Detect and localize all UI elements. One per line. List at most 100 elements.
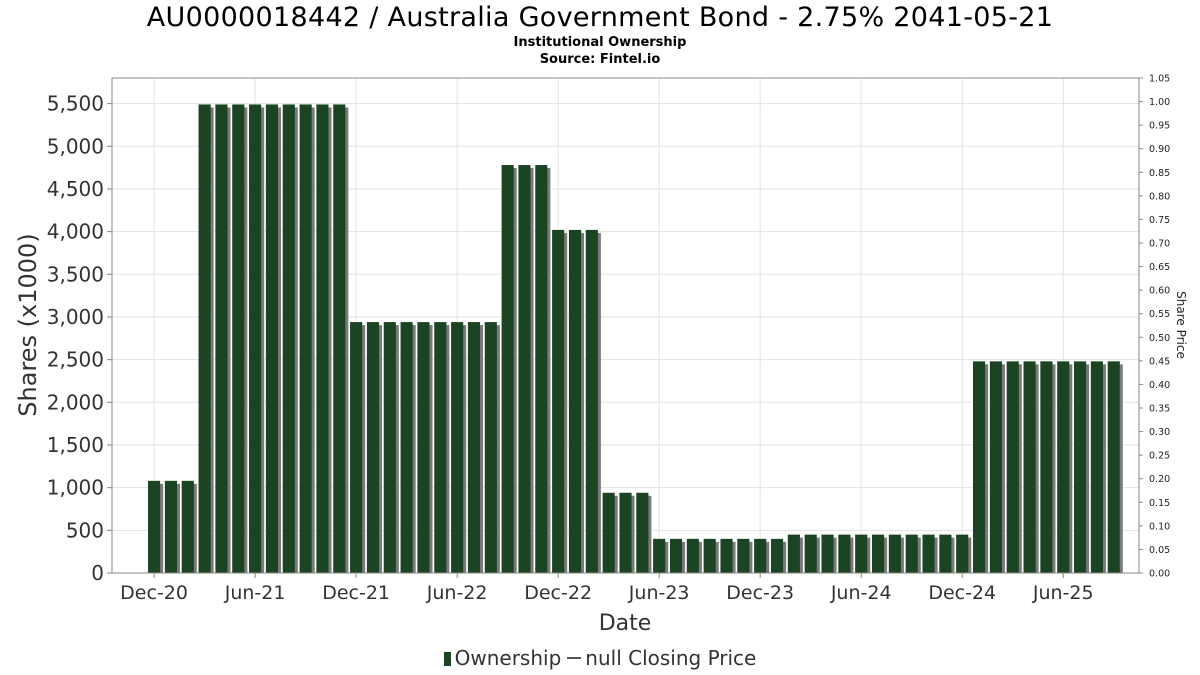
ownership-bar <box>838 534 854 573</box>
ownership-bar <box>451 322 467 573</box>
legend: Ownership null Closing Price <box>0 646 1200 670</box>
bar-body <box>636 492 649 573</box>
bar-body <box>956 534 969 573</box>
ownership-bar <box>1023 361 1039 573</box>
x-tick-label: Dec-21 <box>322 582 390 604</box>
y-tick-label: 2,500 <box>47 348 104 372</box>
x-tick-label: Dec-24 <box>928 582 996 604</box>
ownership-bar <box>686 538 702 573</box>
ownership-bar <box>956 534 972 573</box>
bar-body <box>1023 361 1036 573</box>
bar-body <box>1090 361 1103 573</box>
bar-body <box>888 534 901 573</box>
bar-body <box>821 534 834 573</box>
bar-body <box>282 104 295 573</box>
bar-body <box>265 104 279 573</box>
bar-body <box>619 492 632 573</box>
ownership-bar <box>535 165 551 573</box>
ownership-bar <box>467 322 484 573</box>
y2-tick-label: 0.55 <box>1149 309 1170 320</box>
bar-body <box>669 538 683 573</box>
ownership-bar <box>669 538 686 573</box>
bar-body <box>585 229 598 573</box>
y2-tick-label: 0.60 <box>1149 286 1170 297</box>
bar-body <box>164 480 177 573</box>
bar-body <box>417 322 430 573</box>
ownership-bar <box>148 480 164 573</box>
ownership-bar <box>282 104 298 573</box>
bar-body <box>333 104 346 573</box>
y-axis-label: Shares (x1000) <box>14 233 42 416</box>
y2-tick-label: 1.00 <box>1149 97 1170 108</box>
bar-body <box>535 165 548 573</box>
ownership-bar <box>888 534 904 573</box>
ownership-bar <box>333 104 349 573</box>
ownership-bar <box>164 480 180 573</box>
ownership-bar <box>636 492 652 573</box>
ownership-swatch-icon <box>443 652 451 666</box>
y2-tick-label: 0.35 <box>1149 404 1170 415</box>
bar-body <box>148 480 161 573</box>
axis-layer: 0 500 1,000 1,500 2,000 2,500 3,000 3,500 4,000 4… <box>47 74 1170 605</box>
y2-tick-label: 0.05 <box>1149 545 1170 556</box>
ownership-bar <box>585 229 601 573</box>
y2-tick-label: 0.20 <box>1149 474 1170 485</box>
bar-body <box>232 104 245 573</box>
y2-tick-label: 1.05 <box>1149 74 1170 85</box>
bar-body <box>215 104 228 573</box>
bar-body <box>484 322 497 573</box>
bar-body <box>299 104 312 573</box>
y2-tick-label: 0.70 <box>1149 239 1170 250</box>
ownership-bar <box>568 229 585 573</box>
ownership-bar <box>922 534 938 573</box>
ownership-bar <box>434 322 450 573</box>
y-tick-label: 500 <box>66 518 104 542</box>
y-tick-label: 3,000 <box>47 305 104 329</box>
ownership-bar <box>552 229 568 573</box>
x-tick-label: Jun-24 <box>830 582 892 604</box>
y2-axis-label: Share Price <box>1174 291 1188 359</box>
ownership-bar <box>754 538 770 573</box>
bars-layer <box>148 104 1123 573</box>
x-tick-label: Dec-20 <box>120 582 188 604</box>
y-tick-label: 5,000 <box>47 134 104 158</box>
bar-body <box>1057 361 1070 573</box>
y2-tick-label: 0.00 <box>1149 569 1170 580</box>
ownership-bar <box>1057 361 1073 573</box>
x-tick-label: Dec-23 <box>726 582 794 604</box>
bar-body <box>1107 361 1120 573</box>
y-tick-label: 1,000 <box>47 476 104 500</box>
x-tick-label: Jun-21 <box>224 582 286 604</box>
bar-body <box>754 538 767 573</box>
bar-body <box>181 480 194 573</box>
chart-source: Source: Fintel.io <box>539 52 661 67</box>
ownership-bar <box>989 361 1005 573</box>
ownership-bar <box>417 322 433 573</box>
ownership-bar <box>720 538 736 573</box>
y-tick-label: 2,000 <box>47 390 104 414</box>
y2-tick-label: 0.65 <box>1149 262 1170 273</box>
y2-tick-label: 0.75 <box>1149 215 1170 226</box>
bar-body <box>1040 361 1053 573</box>
x-tick-label: Jun-23 <box>628 582 690 604</box>
y2-tick-label: 0.50 <box>1149 333 1170 344</box>
bar-body <box>737 538 750 573</box>
ownership-bar <box>939 534 955 573</box>
bar-body <box>989 361 1002 573</box>
bar-body <box>552 229 565 573</box>
ownership-bar <box>265 104 282 573</box>
y2-tick-label: 0.95 <box>1149 121 1170 132</box>
ownership-bar <box>383 322 399 573</box>
ownership-bar <box>484 322 500 573</box>
chart-title: AU0000018442 / Australia Government Bond… <box>146 2 1054 33</box>
ownership-bar <box>1006 361 1022 573</box>
bar-body <box>316 104 329 573</box>
ownership-bar <box>871 534 888 573</box>
ownership-bar <box>787 534 803 573</box>
ownership-bar <box>366 322 383 573</box>
bar-body <box>1074 361 1087 573</box>
chart-subtitle: Institutional Ownership <box>513 35 687 50</box>
y2-tick-label: 0.90 <box>1149 144 1170 155</box>
y-tick-label: 4,500 <box>47 177 104 201</box>
bar-body <box>434 322 447 573</box>
